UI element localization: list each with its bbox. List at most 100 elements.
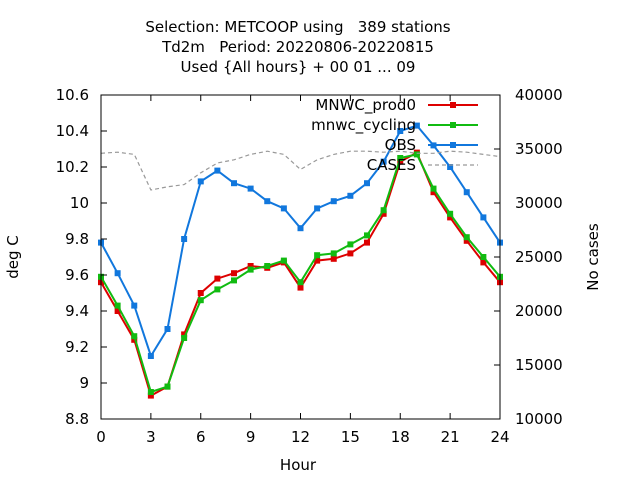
data-point-obs (314, 205, 321, 212)
data-point-mnwc-prod0 (297, 284, 304, 291)
data-point-mnwc-cycling (463, 234, 470, 241)
y2-tick-label: 15000 (515, 356, 563, 374)
y-tick-label: 10 (70, 194, 89, 212)
data-point-obs (413, 122, 420, 129)
data-point-obs (231, 180, 237, 187)
data-point-mnwc-cycling (364, 232, 370, 239)
data-point-mnwc-prod0 (147, 392, 154, 399)
data-point-mnwc-prod0 (314, 257, 321, 264)
legend-marker-obs (450, 142, 456, 148)
y-tick-label: 9 (79, 374, 89, 392)
data-point-obs (264, 198, 271, 205)
x-tick-label: 0 (96, 428, 106, 446)
data-point-obs (214, 167, 221, 174)
y2-tick-label: 40000 (515, 86, 563, 104)
data-point-mnwc-cycling (214, 286, 221, 293)
data-point-obs (280, 205, 287, 212)
data-point-mnwc-cycling (164, 383, 171, 390)
data-point-mnwc-prod0 (330, 255, 337, 262)
title-line-3: Used {All hours} + 00 01 ... 09 (181, 58, 416, 76)
data-point-obs (447, 164, 454, 170)
y-tick-label: 8.8 (65, 410, 89, 428)
data-point-mnwc-cycling (480, 254, 487, 260)
data-point-mnwc-cycling (380, 207, 387, 214)
data-point-mnwc-cycling (413, 151, 420, 158)
data-point-obs (297, 225, 304, 232)
data-point-obs (330, 198, 337, 205)
data-point-mnwc-prod0 (131, 336, 138, 343)
data-point-mnwc-prod0 (214, 275, 221, 282)
data-point-mnwc-prod0 (463, 237, 470, 244)
data-point-mnwc-prod0 (247, 263, 254, 269)
legend-marker-mnwc-prod0 (450, 102, 456, 108)
y-tick-label: 10.4 (56, 122, 89, 140)
data-point-mnwc-cycling (264, 263, 271, 269)
y-tick-label: 9.4 (65, 302, 89, 320)
y2-tick-label: 25000 (515, 248, 563, 266)
data-point-mnwc-prod0 (364, 239, 370, 246)
series-line-cases (100, 150, 501, 191)
y-tick-label: 10.6 (56, 86, 89, 104)
x-tick-label: 21 (441, 428, 460, 446)
x-tick-label: 6 (196, 428, 206, 446)
data-point-obs (114, 270, 121, 277)
legend-label-mnwc-prod0: MNWC_prod0 (315, 96, 416, 115)
series-line-mnwc-prod0 (100, 151, 501, 398)
series-obs (98, 122, 503, 359)
title-line-2: Td2m Period: 20220806-20220815 (161, 38, 434, 56)
data-point-obs (480, 214, 487, 221)
data-point-mnwc-prod0 (380, 210, 387, 217)
data-point-obs (364, 180, 370, 187)
y-tick-label: 10.2 (56, 158, 89, 176)
plot-frame (100, 94, 501, 420)
data-point-obs (347, 192, 354, 199)
data-point-mnwc-cycling (131, 333, 138, 340)
x-tick-label: 12 (291, 428, 310, 446)
x-axis-label: Hour (280, 456, 317, 474)
data-point-mnwc-cycling (330, 250, 337, 257)
x-tick-label: 3 (146, 428, 156, 446)
data-point-mnwc-prod0 (480, 259, 487, 266)
tick-labels: 0 3 6 9 12 15 18 21 24 8.8 9 9.2 9.4 9.6 9.8 10 10.2 10.4… (56, 86, 563, 446)
data-point-obs (181, 236, 188, 242)
y2-tick-label: 20000 (515, 302, 563, 320)
series-line-obs (100, 124, 501, 359)
data-point-obs (147, 353, 154, 359)
data-point-mnwc-cycling (447, 210, 454, 217)
data-point-mnwc-cycling (247, 266, 254, 273)
data-point-mnwc-cycling (347, 241, 354, 248)
data-point-mnwc-cycling (297, 279, 304, 286)
data-point-mnwc-cycling (181, 335, 188, 341)
data-point-mnwc-prod0 (181, 331, 188, 338)
plot-border (100, 94, 501, 420)
data-point-mnwc-cycling (197, 297, 204, 304)
data-point-obs (131, 302, 138, 309)
data-point-mnwc-prod0 (347, 250, 354, 257)
data-point-obs (247, 185, 254, 192)
y2-tick-label: 30000 (515, 194, 563, 212)
data-point-obs (397, 128, 404, 134)
legend-label-obs: OBS (385, 136, 416, 154)
data-point-mnwc-cycling (314, 252, 321, 259)
data-point-obs (380, 158, 387, 165)
y-axis-label: deg C (4, 235, 22, 279)
x-tick-label: 24 (490, 428, 509, 446)
y2-tick-label: 10000 (515, 410, 563, 428)
title-line-1: Selection: METCOOP using 389 stations (145, 18, 450, 36)
data-point-mnwc-cycling (397, 155, 404, 161)
series-line-mnwc-cycling (100, 153, 501, 394)
x-tick-label: 15 (341, 428, 360, 446)
x-tick-label: 9 (246, 428, 256, 446)
series-layer (98, 122, 503, 399)
data-point-mnwc-cycling (114, 302, 121, 309)
series-mnwc-prod0 (98, 149, 503, 399)
data-point-mnwc-cycling (231, 277, 237, 284)
y-tick-label: 9.6 (65, 266, 89, 284)
legend-marker-mnwc-cycling (450, 122, 456, 128)
y2-tick-label: 35000 (515, 140, 563, 158)
data-point-mnwc-prod0 (197, 290, 204, 296)
y2-axis-label: No cases (584, 223, 602, 291)
legend-label-cases: CASES (367, 156, 416, 174)
data-point-mnwc-prod0 (397, 158, 404, 165)
